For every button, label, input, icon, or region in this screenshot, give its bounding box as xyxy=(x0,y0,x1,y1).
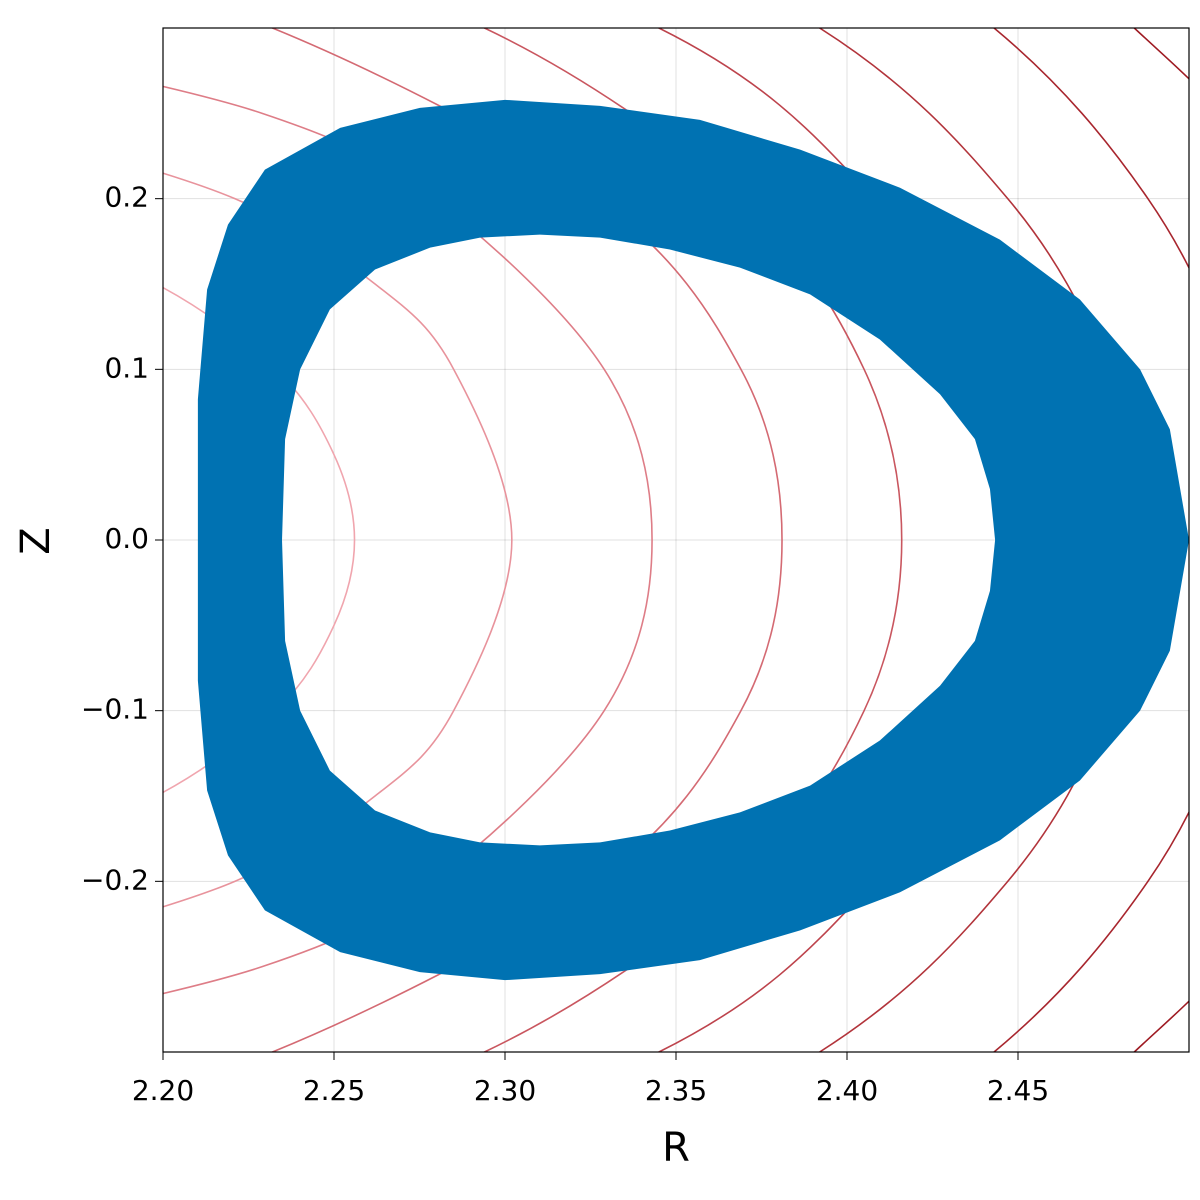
x-tick-label: 2.20 xyxy=(132,1074,194,1107)
y-tick-label: 0.2 xyxy=(104,181,149,214)
contour-line xyxy=(163,286,356,794)
x-tick-label: 2.30 xyxy=(474,1074,536,1107)
x-axis-title: R xyxy=(662,1125,690,1171)
x-tick-label: 2.45 xyxy=(987,1074,1049,1107)
y-tick-label: 0.0 xyxy=(104,522,149,555)
contour-line xyxy=(270,28,783,1052)
y-tick-label: −0.1 xyxy=(81,693,149,726)
x-tick-label: 2.35 xyxy=(645,1074,707,1107)
contour-line xyxy=(482,28,903,1052)
plot-frame xyxy=(162,27,1190,1053)
y-axis-title: Z xyxy=(13,527,59,554)
y-tick-label: −0.2 xyxy=(81,863,149,896)
contour-line xyxy=(163,85,653,995)
y-tick-label: 0.1 xyxy=(104,351,149,384)
filled-region xyxy=(197,99,1189,981)
axes: 2.20 2.25 2.30 2.35 2.40 2.45 −0.2 −0.1 0.0 0.1 0.… xyxy=(81,27,1190,1107)
x-tick-label: 2.25 xyxy=(303,1074,365,1107)
x-tick-label: 2.40 xyxy=(816,1074,878,1107)
contour-line xyxy=(992,28,1189,1052)
